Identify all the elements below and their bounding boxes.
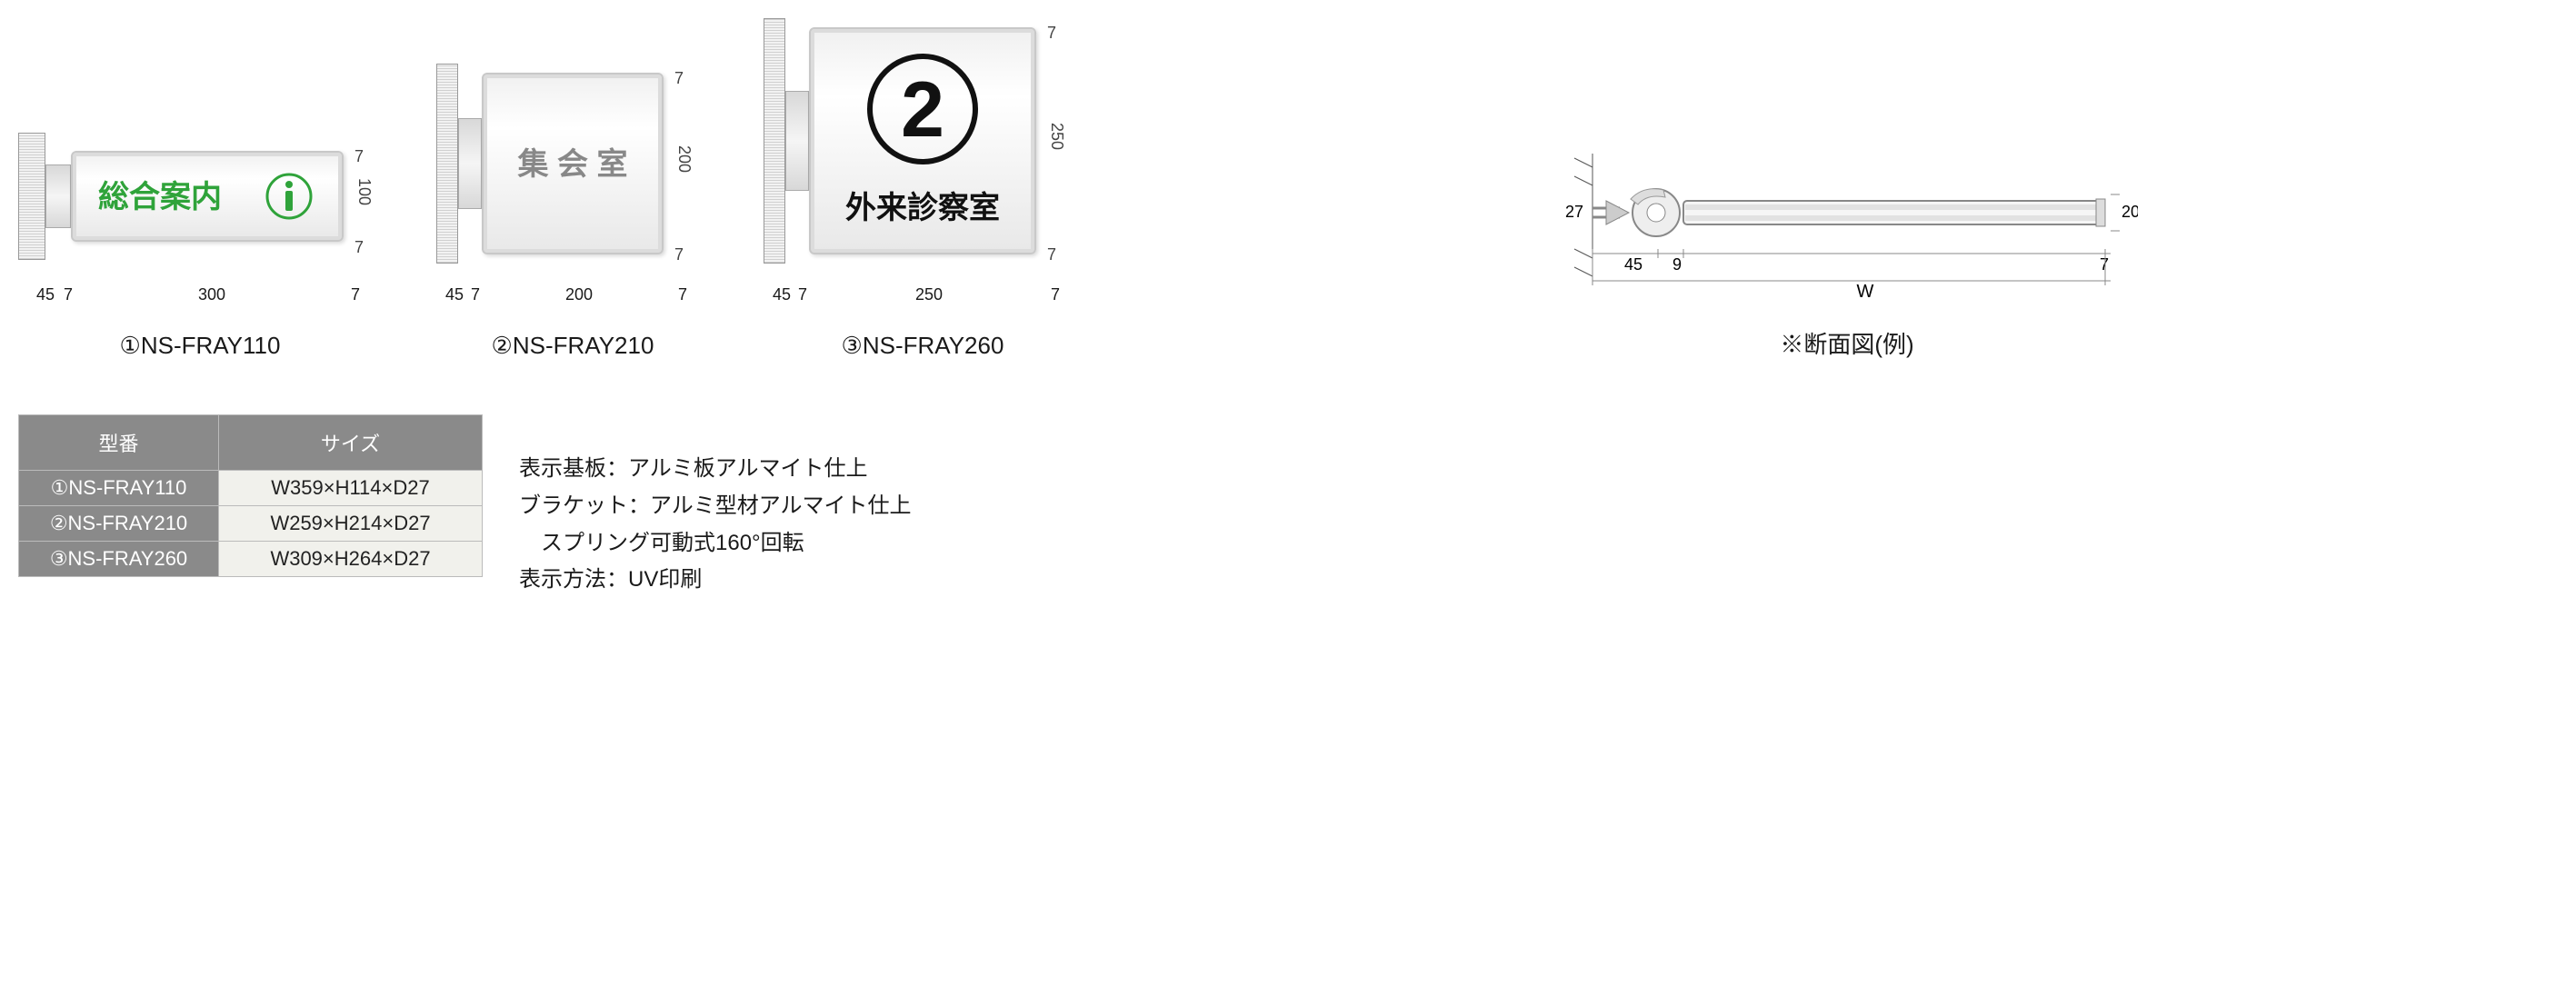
- bracket: [45, 164, 71, 228]
- circle-number: 2: [901, 66, 944, 154]
- product-1: 総合案内 7 100 7 45 7 300 7 ①NS-FRAY110: [18, 115, 382, 360]
- note-val: ：アルミ型材アルマイト仕上: [628, 488, 912, 525]
- dim-height: 100: [354, 178, 374, 205]
- wall-mount: [18, 133, 45, 260]
- sign-panel: 総合案内: [71, 151, 344, 242]
- bottom-row: 型番 サイズ ①NS-FRAY110 W359×H114×D27 ②NS-FRA…: [18, 414, 2558, 599]
- cell-model: ②NS-FRAY210: [19, 506, 219, 542]
- note-key: 表示基板: [519, 451, 606, 488]
- dim-frame-l: 7: [64, 285, 73, 304]
- note-val: スプリング可動式160°回転: [519, 525, 804, 563]
- dim-width: 250: [814, 285, 1043, 304]
- sign-panel: 集 会 室: [482, 73, 664, 254]
- sign-panel: 2 外来診察室: [809, 27, 1036, 254]
- dim-bracket: 45: [773, 285, 791, 304]
- table-row: ③NS-FRAY260 W309×H264×D27: [19, 542, 483, 577]
- spec-table: 型番 サイズ ①NS-FRAY110 W359×H114×D27 ②NS-FRA…: [18, 414, 483, 577]
- dim-panel-thick: 20: [2122, 203, 2138, 221]
- bracket: [458, 118, 482, 209]
- product-3: 2 外来診察室 7 250 7 45 7 250 7 ③NS-FRAY260: [764, 18, 1082, 360]
- panel-graphic: 集 会 室: [491, 136, 654, 191]
- dim-frame-l: 7: [798, 285, 807, 304]
- note-key: 表示方法: [519, 562, 606, 599]
- product-label: ③NS-FRAY260: [842, 332, 1004, 360]
- table-row: ②NS-FRAY210 W259×H214×D27: [19, 506, 483, 542]
- dim-width: 300: [82, 285, 342, 304]
- dim-frame-r: 7: [1051, 285, 1060, 304]
- cell-model: ③NS-FRAY260: [19, 542, 219, 577]
- note-key: ブラケット: [519, 488, 628, 525]
- dim-bracket: 45: [36, 285, 55, 304]
- dim-depth: 27: [1565, 203, 1583, 221]
- dim-top-frame: 7: [1047, 24, 1056, 43]
- dim-bot-frame: 7: [354, 238, 364, 257]
- dim-height: 200: [674, 145, 694, 173]
- cell-size: W259×H214×D27: [219, 506, 483, 542]
- table-row: ①NS-FRAY110 W359×H114×D27: [19, 471, 483, 506]
- dim-frame-l: 7: [471, 285, 480, 304]
- spec-notes: 表示基板：アルミ板アルマイト仕上 ブラケット：アルミ型材アルマイト仕上 スプリン…: [519, 414, 912, 599]
- panel-graphic: 2 外来診察室: [818, 36, 1027, 245]
- th-model: 型番: [19, 415, 219, 471]
- panel-graphic: 総合案内: [80, 160, 334, 233]
- panel-text: 外来診察室: [845, 190, 1000, 225]
- product-drawings-row: 総合案内 7 100 7 45 7 300 7 ①NS-FRAY110: [18, 18, 2558, 360]
- spec-table-body: ①NS-FRAY110 W359×H114×D27 ②NS-FRAY210 W2…: [19, 471, 483, 577]
- wall-mount: [436, 64, 458, 264]
- dim-frame-r: 7: [678, 285, 687, 304]
- dim-top-frame: 7: [354, 147, 364, 166]
- wall-mount: [764, 18, 785, 264]
- cell-size: W309×H264×D27: [219, 542, 483, 577]
- product-2: 集 会 室 7 200 7 45 7 200 7 ②NS-FRAY210: [436, 64, 709, 360]
- dim-bot-frame: 7: [674, 245, 684, 264]
- section-drawing: 27 45 9 7 20 W: [1556, 135, 2138, 299]
- cell-size: W359×H114×D27: [219, 471, 483, 506]
- dim-top-frame: 7: [674, 69, 684, 88]
- note-val: ：UV印刷: [606, 562, 702, 599]
- dim-bot-frame: 7: [1047, 245, 1056, 264]
- panel-text: 総合案内: [98, 180, 222, 214]
- dim-bracket: 45: [445, 285, 464, 304]
- dim-sect-gap: 9: [1672, 255, 1682, 274]
- cell-model: ①NS-FRAY110: [19, 471, 219, 506]
- section-view: 27 45 9 7 20 W ※断面図(例): [1136, 135, 2558, 360]
- bracket: [785, 91, 809, 191]
- dim-sect-end: 7: [2100, 255, 2109, 274]
- product-label: ②NS-FRAY210: [492, 332, 654, 360]
- section-label: ※断面図(例): [1780, 326, 1913, 360]
- dim-width: 200: [487, 285, 671, 304]
- product-label: ①NS-FRAY110: [120, 332, 281, 360]
- panel-text: 集 会 室: [517, 146, 628, 182]
- dim-sect-bracket: 45: [1624, 255, 1642, 274]
- note-val: ：アルミ板アルマイト仕上: [606, 451, 868, 488]
- dim-sect-w: W: [1857, 282, 1874, 299]
- dim-height: 250: [1047, 123, 1066, 150]
- th-size: サイズ: [219, 415, 483, 471]
- dim-frame-r: 7: [351, 285, 360, 304]
